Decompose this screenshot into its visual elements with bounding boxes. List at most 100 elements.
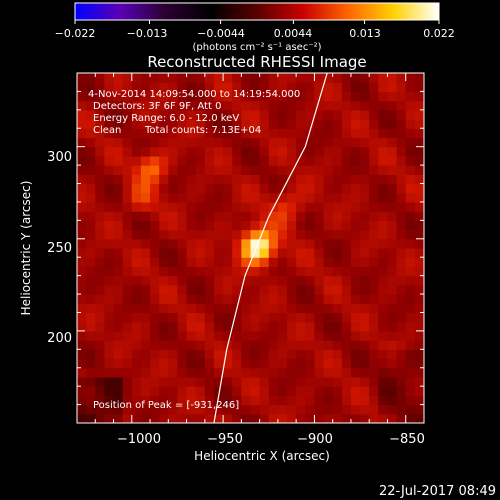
heatmap-cell xyxy=(113,294,124,304)
heatmap-cell xyxy=(387,91,398,102)
heatmap-cell xyxy=(131,211,142,221)
heatmap-cell xyxy=(314,376,325,387)
heatmap-cell xyxy=(113,358,124,369)
heatmap-cell xyxy=(86,358,96,369)
heatmap-cell xyxy=(378,248,389,258)
heatmap-cell xyxy=(259,284,270,295)
heatmap-cell xyxy=(378,229,389,240)
heatmap-cell xyxy=(204,413,215,423)
heatmap-cell xyxy=(259,413,270,423)
heatmap-cell xyxy=(122,201,133,212)
heatmap-cell xyxy=(159,404,169,415)
heatmap-cell xyxy=(113,229,124,240)
heatmap-cell xyxy=(350,340,361,350)
heatmap-cell xyxy=(350,238,361,249)
heatmap-cell xyxy=(131,155,142,166)
heatmap-cell xyxy=(405,404,416,415)
heatmap-cell xyxy=(241,73,252,83)
heatmap-cell xyxy=(414,257,424,268)
heatmap-cell xyxy=(186,376,197,387)
heatmap-cell xyxy=(287,174,297,185)
heatmap-cell xyxy=(195,82,206,93)
heatmap-cell xyxy=(341,386,352,396)
heatmap-cell xyxy=(223,312,233,323)
heatmap-cell xyxy=(414,238,424,249)
heatmap-cell xyxy=(414,73,424,83)
heatmap-cell xyxy=(250,284,261,295)
heatmap-cell xyxy=(287,211,297,221)
heatmap-cell xyxy=(204,303,215,314)
heatmap-cell xyxy=(159,257,169,268)
heatmap-cell xyxy=(150,229,160,240)
heatmap-cell xyxy=(95,109,105,120)
heatmap-cell xyxy=(241,220,252,231)
heatmap-cell xyxy=(223,82,233,93)
heatmap-cell xyxy=(140,155,151,166)
heatmap-cell xyxy=(360,183,370,194)
heatmap-cell xyxy=(378,294,389,304)
heatmap-cell xyxy=(360,238,370,249)
heatmap-cell xyxy=(159,100,169,111)
heatmap-cell xyxy=(405,146,416,157)
heatmap-cell xyxy=(296,367,306,378)
heatmap-cell xyxy=(223,386,233,396)
heatmap-cell xyxy=(168,404,179,415)
heatmap-cell xyxy=(277,229,288,240)
heatmap-cell xyxy=(350,413,361,423)
heatmap-cell xyxy=(186,119,197,129)
heatmap-cell xyxy=(350,358,361,369)
heatmap-cell xyxy=(332,201,343,212)
heatmap-cell xyxy=(77,312,87,323)
heatmap-cell xyxy=(223,257,233,268)
heatmap-cell xyxy=(213,321,224,332)
heatmap-cell xyxy=(122,404,133,415)
heatmap-cell xyxy=(396,192,407,203)
heatmap-cell xyxy=(140,91,151,102)
heatmap-cell xyxy=(213,376,224,387)
heatmap-cell xyxy=(195,294,206,304)
heatmap-cell xyxy=(223,183,233,194)
heatmap-cell xyxy=(168,229,179,240)
heatmap-cell xyxy=(405,312,416,323)
heatmap-cell xyxy=(341,284,352,295)
heatmap-cell xyxy=(150,312,160,323)
heatmap-cell xyxy=(177,220,188,231)
heatmap-cell xyxy=(204,386,215,396)
heatmap-cell xyxy=(140,404,151,415)
heatmap-cell xyxy=(195,229,206,240)
heatmap-cell xyxy=(131,91,142,102)
heatmap-cell xyxy=(122,413,133,423)
heatmap-cell xyxy=(296,238,306,249)
heatmap-cell xyxy=(314,165,325,175)
heatmap-cell xyxy=(195,376,206,387)
heatmap-cell xyxy=(131,146,142,157)
heatmap-cell xyxy=(122,183,133,194)
heatmap-cell xyxy=(277,294,288,304)
heatmap-cell xyxy=(323,183,334,194)
heatmap-cell xyxy=(405,266,416,277)
y-tick-label: 300 xyxy=(47,150,72,165)
heatmap-cell xyxy=(268,248,279,258)
heatmap-cell xyxy=(323,192,334,203)
heatmap-cell xyxy=(177,404,188,415)
heatmap-cell xyxy=(131,257,142,268)
heatmap-cell xyxy=(195,367,206,378)
heatmap-cell xyxy=(177,395,188,406)
heatmap-cell xyxy=(232,358,242,369)
heatmap-cell xyxy=(159,165,169,175)
heatmap-cell xyxy=(213,109,224,120)
heatmap-cell xyxy=(332,229,343,240)
heatmap-cell xyxy=(314,128,325,139)
heatmap-cell xyxy=(414,100,424,111)
heatmap-cell xyxy=(287,192,297,203)
heatmap-cell xyxy=(159,201,169,212)
heatmap-cell xyxy=(414,220,424,231)
heatmap-cell xyxy=(341,257,352,268)
heatmap-cell xyxy=(350,128,361,139)
heatmap-cell xyxy=(131,100,142,111)
heatmap-cell xyxy=(122,100,133,111)
heatmap-cell xyxy=(259,312,270,323)
heatmap-cell xyxy=(204,284,215,295)
heatmap-cell xyxy=(122,82,133,93)
heatmap-cell xyxy=(305,386,316,396)
